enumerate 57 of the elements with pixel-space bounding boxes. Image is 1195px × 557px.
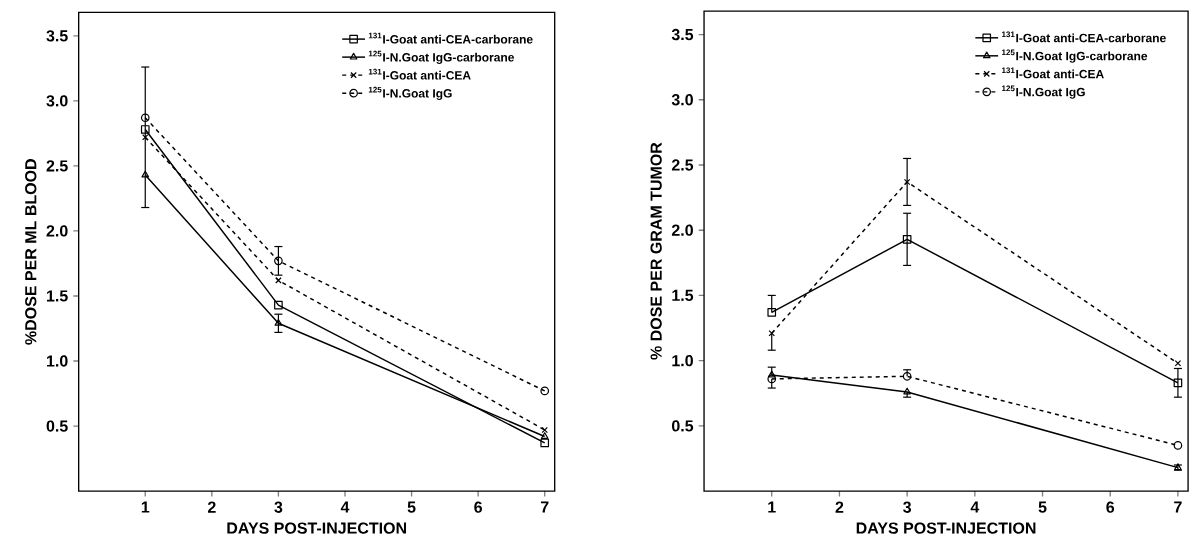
x-tick-label: 1 [141, 501, 150, 513]
y-axis-title: % DOSE PER GRAM TUMOR [650, 142, 662, 360]
x-tick-label: 4 [340, 501, 350, 513]
x-axis-title: DAYS POST-INJECTION [227, 522, 407, 534]
y-tick-label: 3.5 [671, 28, 694, 41]
point [274, 318, 283, 326]
x-tick-label: 1 [768, 501, 776, 513]
point [1173, 378, 1183, 388]
point [767, 370, 776, 378]
legend-label: $^{131}$I-Goat anti-CEA [1002, 67, 1104, 79]
point [1174, 359, 1182, 367]
x-tick-label: 4 [970, 501, 980, 513]
y-axis-title: %DOSE PER ML BLOOD [25, 159, 37, 345]
point [767, 308, 777, 317]
legend-label: $^{131}$I-Goat anti-CEA-carborane [368, 32, 533, 44]
x-tick-label: 6 [1106, 501, 1115, 513]
y-tick-label: 3.0 [671, 94, 693, 106]
point [540, 438, 550, 448]
point [767, 374, 777, 384]
x-tick-label: 3 [274, 501, 283, 513]
y-tick-label: 1.0 [672, 354, 693, 367]
y-tick-label: 1.5 [672, 289, 694, 301]
y-tick-label: 3.5 [46, 30, 68, 42]
point [902, 234, 912, 244]
y-tick-label: 2.0 [671, 224, 693, 236]
legend-label: $^{125}$I-N.Goat IgG-carborane [368, 50, 515, 64]
x-tick-label: 6 [474, 501, 483, 513]
point [140, 125, 150, 134]
legend-label: $^{125}$I-N.Goat IgG-carborane [1002, 49, 1148, 63]
x-tick-label: 5 [1038, 501, 1047, 513]
legend-label: $^{131}$I-Goat anti-CEA [368, 68, 471, 80]
point [274, 256, 283, 266]
point [140, 113, 150, 123]
x-axis-title: DAYS POST-INJECTION [856, 522, 1036, 534]
y-tick-label: 3.0 [46, 95, 68, 107]
legend-label: $^{131}$I-Goat anti-CEA-carborane [1002, 31, 1166, 43]
point [902, 371, 912, 381]
y-tick-label: 0.5 [46, 420, 68, 432]
x-tick-label: 2 [207, 501, 216, 513]
legend-label: $^{125}$I-N.Goat IgG [1002, 85, 1085, 99]
point [141, 170, 150, 178]
point [540, 386, 550, 396]
y-tick-label: 2.0 [46, 225, 68, 237]
x-tick-label: 2 [835, 501, 844, 513]
x-tick-label: 7 [540, 501, 549, 513]
y-tick-label: 0.5 [671, 420, 694, 432]
y-tick-label: 1.5 [46, 290, 68, 302]
point [1173, 441, 1183, 450]
point [903, 387, 911, 395]
x-tick-label: 5 [407, 501, 416, 513]
y-tick-label: 1.0 [46, 355, 68, 367]
x-tick-label: 3 [903, 501, 912, 513]
legend-label: $^{125}$I-N.Goat IgG [368, 86, 452, 100]
point [274, 300, 283, 310]
x-tick-label: 7 [1174, 501, 1182, 513]
y-tick-label: 2.5 [671, 159, 694, 171]
y-tick-label: 2.5 [46, 160, 68, 172]
